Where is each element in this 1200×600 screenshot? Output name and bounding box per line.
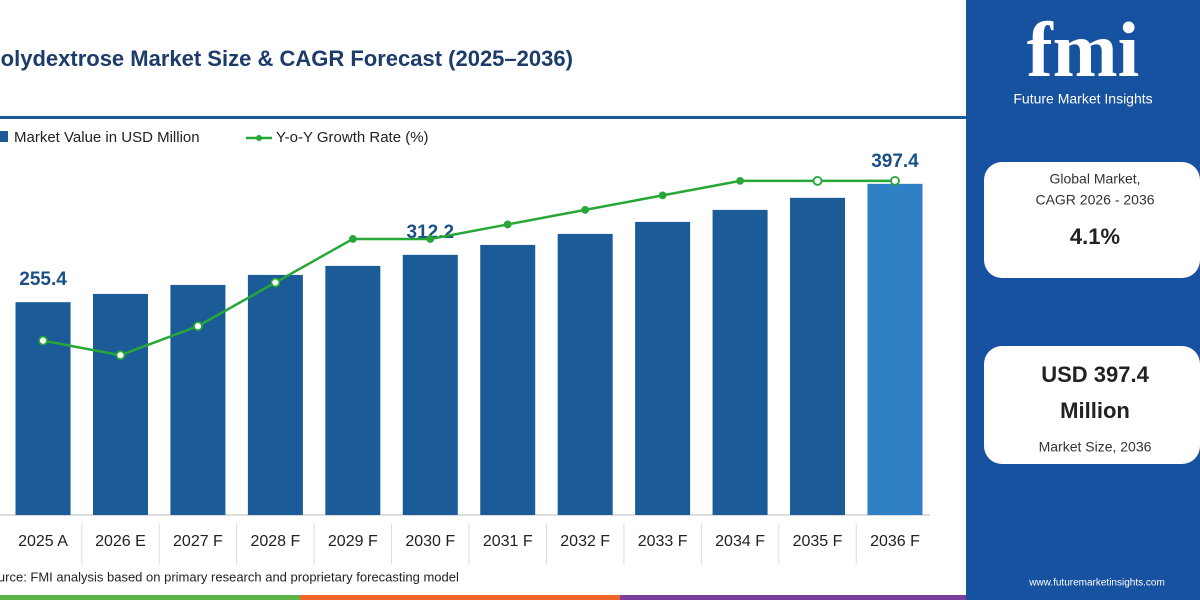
line-point — [348, 235, 357, 243]
logo: fmi — [1027, 6, 1140, 93]
x-tick-label: 2032 F — [560, 533, 610, 550]
x-tick-label: 2029 F — [328, 533, 378, 550]
card-value: 4.1% — [1070, 224, 1120, 249]
line-point — [426, 235, 435, 243]
line-point — [581, 206, 590, 214]
x-tick-label: 2033 F — [638, 533, 688, 550]
stripe — [300, 595, 620, 600]
bar — [635, 221, 691, 515]
x-tick-label: 2030 F — [405, 533, 455, 550]
line-point — [193, 321, 203, 332]
data-label: 397.4 — [871, 151, 919, 172]
chart-title: Polydextrose Market Size & CAGR Forecast… — [0, 46, 573, 71]
card-text: Market Size, 2036 — [1039, 439, 1152, 455]
x-tick-label: 2036 F — [870, 533, 920, 550]
x-tick-label: 2028 F — [250, 533, 300, 550]
card-value: Million — [1060, 398, 1130, 423]
brand: Future Market Insights — [1013, 91, 1152, 107]
bar — [480, 244, 536, 515]
source: Source: FMI analysis based on primary re… — [0, 569, 459, 584]
legend-dot — [256, 135, 262, 141]
data-label-bg — [861, 147, 928, 174]
line-point — [658, 191, 667, 200]
bar — [15, 302, 71, 515]
bar — [402, 254, 458, 516]
title-rule — [0, 116, 966, 119]
sidebar — [966, 0, 1200, 600]
legend-swatch — [0, 131, 8, 142]
data-label-bg — [10, 266, 77, 293]
line-point — [736, 176, 744, 185]
bar — [867, 183, 923, 516]
bar — [247, 274, 303, 515]
x-tick-label: 2035 F — [793, 533, 843, 550]
card-text: Global Market, — [1049, 171, 1140, 187]
card-text: CAGR 2026 - 2036 — [1035, 192, 1154, 208]
x-tick-label: 2034 F — [715, 533, 765, 550]
bar — [712, 209, 768, 515]
stripe — [620, 595, 966, 600]
website: www.futuremarketinsights.com — [1028, 578, 1165, 589]
x-tick-label: 2025 A — [18, 533, 68, 550]
x-tick-label: 2031 F — [483, 533, 533, 550]
line-point — [890, 175, 900, 186]
bar — [325, 265, 381, 515]
line-point — [38, 335, 48, 346]
card-value: USD 397.4 — [1041, 362, 1149, 387]
legend-label: Y-o-Y Growth Rate (%) — [276, 129, 429, 146]
bar — [170, 284, 226, 515]
data-label: 255.4 — [19, 269, 67, 290]
card — [984, 162, 1200, 278]
x-tick-label: 2026 E — [95, 533, 146, 550]
card — [984, 346, 1200, 464]
bar — [557, 233, 613, 515]
bar — [92, 293, 148, 515]
line-point — [270, 277, 281, 288]
line-point — [115, 350, 126, 361]
stripe — [0, 595, 300, 600]
line-point — [503, 220, 512, 229]
line — [42, 179, 895, 357]
line-point — [812, 175, 823, 186]
legend-label: Market Value in USD Million — [14, 129, 200, 146]
bar — [790, 197, 846, 516]
x-tick-label: 2027 F — [173, 533, 223, 550]
